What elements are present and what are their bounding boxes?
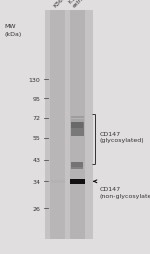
Text: K562 membrane
extract: K562 membrane extract: [68, 0, 108, 9]
Text: MW: MW: [4, 24, 16, 29]
Bar: [71, 162, 83, 167]
Text: 55: 55: [33, 136, 41, 141]
Bar: [45, 11, 93, 239]
Text: 43: 43: [33, 157, 40, 163]
Text: (kDa): (kDa): [4, 32, 22, 37]
Text: K562: K562: [53, 0, 68, 9]
Text: 130: 130: [29, 77, 40, 83]
Text: 34: 34: [33, 179, 40, 184]
Text: CD147
(non-glycosylated): CD147 (non-glycosylated): [100, 187, 150, 198]
Text: 72: 72: [33, 116, 40, 121]
Bar: [71, 120, 84, 122]
Text: CD147
(glycosylated): CD147 (glycosylated): [100, 132, 144, 143]
Bar: [70, 11, 85, 239]
Bar: [51, 180, 64, 183]
Bar: [71, 167, 83, 169]
Bar: [70, 179, 85, 184]
Text: 26: 26: [33, 206, 41, 211]
Bar: [71, 122, 84, 137]
Bar: [71, 116, 84, 119]
Bar: [71, 122, 83, 129]
Bar: [50, 11, 65, 239]
Text: 95: 95: [33, 97, 41, 102]
